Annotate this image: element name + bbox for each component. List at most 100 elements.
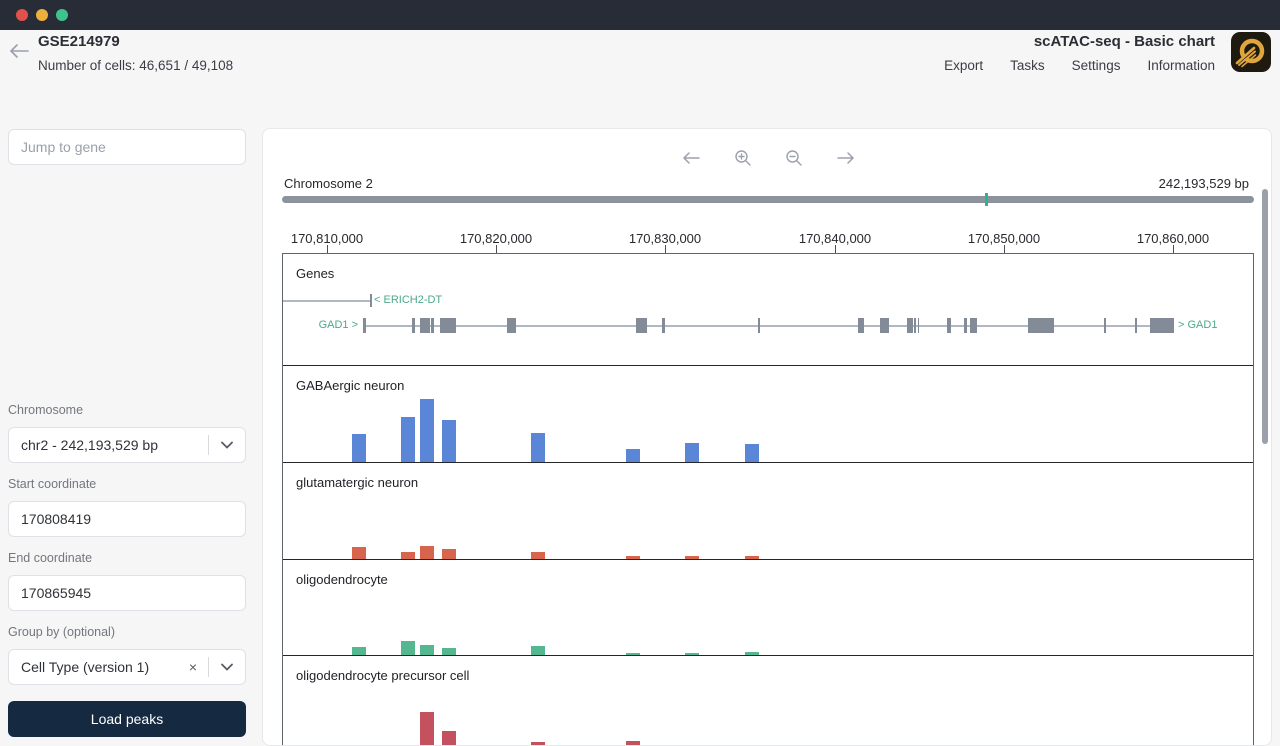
- coverage-bar: [442, 731, 456, 745]
- coverage-bar: [685, 443, 699, 462]
- gene-exon: [636, 318, 647, 333]
- coverage-bar: [420, 546, 434, 559]
- menu-settings[interactable]: Settings: [1071, 58, 1121, 73]
- ruler-tick-label: 170,840,000: [798, 231, 872, 246]
- gene-exon: [1104, 318, 1106, 333]
- gene-body-line: [283, 300, 370, 302]
- menu-information[interactable]: Information: [1147, 58, 1215, 73]
- coverage-bar: [420, 645, 434, 655]
- start-coordinate-label: Start coordinate: [8, 477, 97, 491]
- gene-exon: [758, 318, 760, 333]
- coverage-bar: [442, 549, 456, 559]
- ruler-tick-label: 170,850,000: [967, 231, 1041, 246]
- gene-exon: [880, 318, 889, 333]
- coverage-bar: [626, 449, 640, 462]
- coverage-bar: [685, 556, 699, 559]
- gene-exon: [507, 318, 516, 333]
- select-divider: [208, 657, 209, 677]
- chromosome-select-value: chr2 - 242,193,529 bp: [21, 437, 158, 453]
- jump-to-gene-input[interactable]: [21, 139, 233, 155]
- pan-left-icon[interactable]: [681, 148, 701, 168]
- ruler-tick-mark: [327, 245, 328, 253]
- gene-end-tick: [370, 294, 372, 307]
- genes-track-label: Genes: [296, 266, 335, 281]
- gene-start-tick: [363, 318, 366, 333]
- coverage-bar: [420, 399, 434, 462]
- coverage-bar: [745, 556, 759, 559]
- zoom-out-icon[interactable]: [784, 148, 804, 168]
- gene-exon: [412, 318, 415, 333]
- coverage-bar: [626, 653, 640, 655]
- window-zoom-button[interactable]: [56, 9, 68, 21]
- header-menu: Export Tasks Settings Information: [944, 58, 1215, 73]
- coverage-bar: [531, 433, 545, 462]
- window-close-button[interactable]: [16, 9, 28, 21]
- gene-exon: [947, 318, 951, 333]
- gene-exon: [662, 318, 665, 333]
- track-label: oligodendrocyte precursor cell: [296, 668, 470, 683]
- back-button[interactable]: [8, 42, 30, 60]
- menu-export[interactable]: Export: [944, 58, 984, 73]
- start-coordinate-input[interactable]: [21, 511, 233, 527]
- load-peaks-button[interactable]: Load peaks: [8, 701, 246, 737]
- gene-exon: [918, 318, 919, 333]
- ruler-tick-mark: [496, 245, 497, 253]
- coverage-bar: [442, 648, 456, 655]
- gene-exon: [964, 318, 967, 333]
- clear-selection-icon[interactable]: ×: [188, 659, 198, 675]
- gene-exon: [914, 318, 916, 333]
- coverage-bar: [745, 444, 759, 462]
- chevron-down-icon[interactable]: [209, 441, 245, 449]
- gene-exon: [420, 318, 430, 333]
- jump-to-gene-field[interactable]: [8, 129, 246, 165]
- ruler-tick-mark: [1004, 245, 1005, 253]
- coverage-bar: [685, 653, 699, 655]
- gene-exon: [970, 318, 977, 333]
- end-coordinate-label: End coordinate: [8, 551, 93, 565]
- ruler-tick-label: 170,860,000: [1136, 231, 1210, 246]
- track-label: GABAergic neuron: [296, 378, 405, 393]
- coverage-bar: [531, 742, 545, 745]
- start-coordinate-field[interactable]: [8, 501, 246, 537]
- coverage-bar: [352, 647, 366, 655]
- end-coordinate-field[interactable]: [8, 575, 246, 611]
- vertical-scrollbar[interactable]: [1262, 189, 1268, 444]
- ruler-tick-label: 170,820,000: [459, 231, 533, 246]
- genome-browser-panel: Chromosome 2 242,193,529 bp Genes < ERICH…: [262, 128, 1272, 746]
- ruler-tick-mark: [665, 245, 666, 253]
- track-viewport[interactable]: Genes < ERICH2-DT GAD1 > > GAD1 GABAergic ne…: [282, 253, 1254, 745]
- ruler-tick-label: 170,830,000: [628, 231, 702, 246]
- gene-exon: [1135, 318, 1137, 333]
- coverage-bar: [352, 547, 366, 559]
- gene-label-gad1-right: > GAD1: [1178, 319, 1218, 331]
- window-minimize-button[interactable]: [36, 9, 48, 21]
- gene-body-line: [363, 325, 1174, 327]
- group-by-select[interactable]: Cell Type (version 1) ×: [8, 649, 246, 685]
- gene-exon: [440, 318, 456, 333]
- track-separator: [283, 559, 1253, 560]
- group-by-select-value: Cell Type (version 1): [21, 659, 150, 675]
- coverage-bar: [352, 434, 366, 462]
- track-separator: [283, 365, 1253, 366]
- chevron-down-icon[interactable]: [209, 663, 245, 671]
- coverage-bar: [442, 420, 456, 462]
- chromosome-length: 242,193,529 bp: [1158, 176, 1249, 191]
- coverage-bar: [626, 741, 640, 745]
- gene-exon: [907, 318, 913, 333]
- chromosome-select[interactable]: chr2 - 242,193,529 bp: [8, 427, 246, 463]
- menu-tasks[interactable]: Tasks: [1010, 58, 1045, 73]
- chromosome-name: Chromosome 2: [284, 176, 373, 191]
- ruler-tick-mark: [1173, 245, 1174, 253]
- gene-exon: [1028, 318, 1054, 333]
- dataset-title: GSE214979: [38, 33, 120, 50]
- pan-right-icon[interactable]: [836, 148, 856, 168]
- end-coordinate-input[interactable]: [21, 585, 233, 601]
- coverage-bar: [626, 556, 640, 559]
- coverage-bar: [420, 712, 434, 745]
- zoom-in-icon[interactable]: [733, 148, 753, 168]
- track-label: glutamatergic neuron: [296, 475, 419, 490]
- page-title: scATAC-seq - Basic chart: [1033, 33, 1215, 50]
- cells-count: Number of cells: 46,651 / 49,108: [38, 58, 234, 73]
- coverage-bar: [401, 552, 415, 559]
- chromosome-overview-bar[interactable]: [282, 196, 1254, 203]
